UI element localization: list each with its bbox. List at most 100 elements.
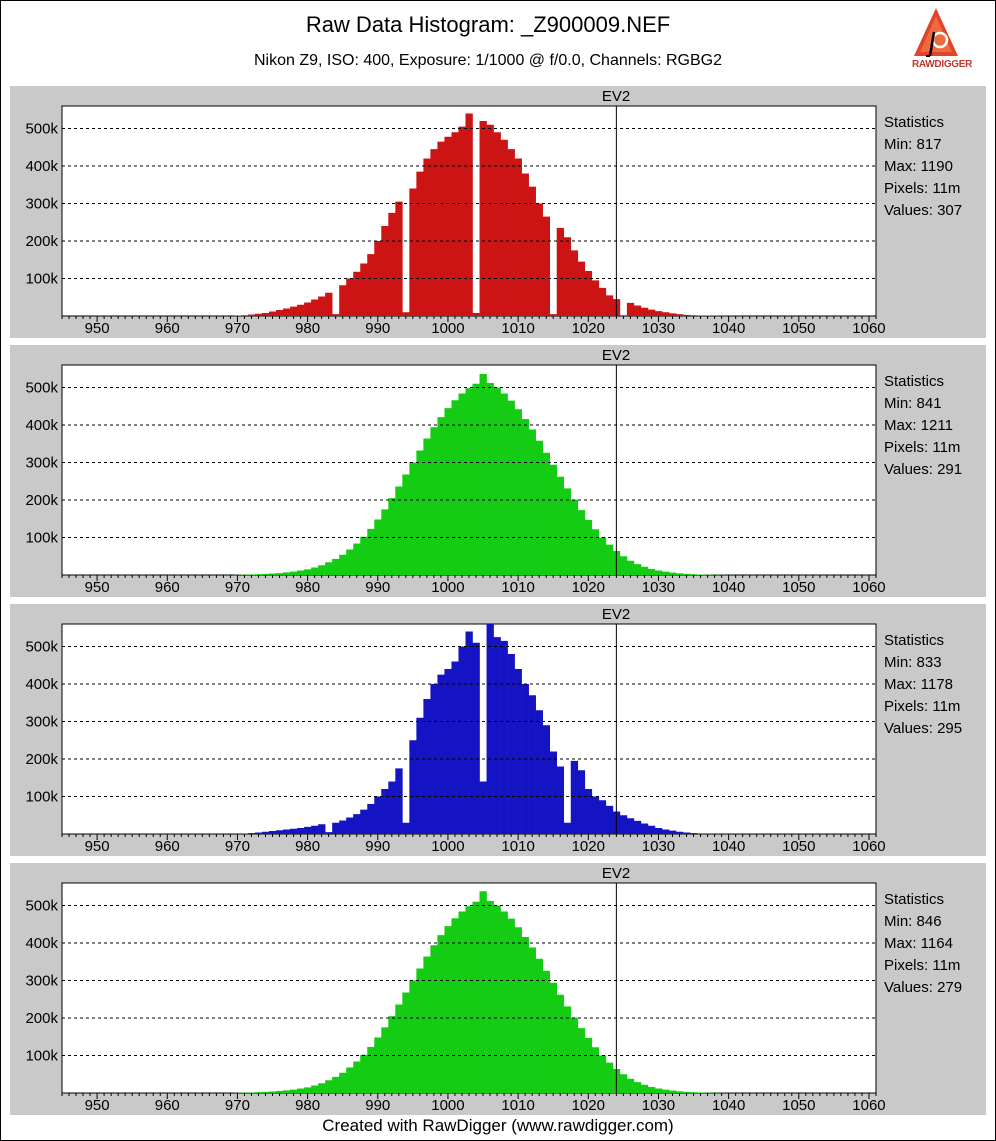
histogram-bar: [591, 1047, 600, 1093]
histogram-bar: [290, 828, 298, 834]
histogram-bar: [640, 1084, 649, 1093]
histogram-bar: [444, 669, 452, 834]
histogram-bar: [633, 820, 642, 834]
histogram-bar: [332, 822, 340, 834]
histogram-bar: [395, 1004, 403, 1093]
histogram-bar: [591, 529, 600, 575]
histogram-bar: [423, 956, 431, 1093]
x-tick-label: 1050: [782, 579, 815, 596]
histogram-bar: [269, 831, 277, 834]
stats-min: Min: 817: [884, 136, 942, 153]
histogram-bar: [311, 299, 319, 316]
histogram-bar: [647, 1087, 656, 1093]
histogram-bar: [556, 227, 565, 316]
histogram-bar: [521, 937, 529, 1093]
histogram-bar: [402, 992, 410, 1093]
histogram-bar: [668, 830, 677, 834]
histogram-bar: [556, 994, 565, 1093]
histogram-bar: [304, 569, 312, 575]
histogram-bar: [339, 554, 347, 575]
panel-ev-label: EV2: [601, 347, 631, 364]
x-tick-label: 1060: [852, 579, 885, 596]
x-tick-label: 950: [85, 1097, 110, 1114]
histogram-bar: [247, 1092, 256, 1093]
histogram-bar: [430, 427, 438, 575]
x-tick-label: 1060: [852, 838, 885, 855]
histogram-bar: [697, 574, 705, 575]
histogram-bar: [423, 699, 431, 834]
histogram-bar: [563, 488, 572, 575]
histogram-bar: [360, 1054, 368, 1093]
stats-values: Values: 291: [884, 461, 963, 478]
x-tick-label: 970: [225, 838, 250, 855]
y-tick-label: 300k: [25, 196, 58, 213]
histogram-bar: [451, 400, 459, 575]
histogram-bar: [346, 1067, 354, 1093]
histogram-bar: [479, 121, 487, 316]
histogram-bar: [437, 141, 445, 316]
stats-max: Max: 1164: [884, 935, 953, 952]
y-tick-label: 400k: [25, 935, 58, 952]
stats-values: Values: 279: [884, 979, 963, 996]
histogram-bar: [297, 570, 305, 575]
stats-label: Statistics: [884, 891, 945, 908]
x-tick-label: 1000: [431, 838, 464, 855]
histogram-bar: [388, 212, 396, 316]
histogram-bar: [647, 309, 656, 316]
histogram-bar: [367, 804, 375, 834]
histogram-bar: [584, 1037, 593, 1093]
histogram-chart-red: 100k 200k 300k 400k 500k 950 960 970 980 990 1000 1…: [25, 105, 886, 337]
histogram-bar: [577, 510, 586, 575]
x-tick-label: 980: [295, 838, 320, 855]
histogram-bar: [367, 254, 375, 316]
histogram-bar: [640, 566, 649, 575]
x-tick-label: 960: [155, 320, 180, 337]
histogram-bar: [254, 832, 263, 834]
histogram-bar: [346, 549, 354, 575]
histogram-bar: [479, 374, 487, 575]
histogram-bar: [598, 800, 607, 834]
histogram-panel-green2: 100k 200k 300k 400k 500k 950 960 970 980 990 1000 1…: [10, 863, 986, 1115]
histogram-bar: [626, 302, 635, 316]
panel-ev-label: EV2: [601, 865, 631, 882]
histogram-bar: [605, 295, 614, 316]
histogram-bar: [423, 158, 431, 316]
histogram-bar: [360, 536, 368, 575]
histogram-bar: [683, 1091, 691, 1093]
histogram-bar: [493, 387, 501, 575]
histogram-bar: [683, 314, 691, 316]
histogram-bar: [479, 891, 487, 1093]
histogram-bar: [325, 1080, 333, 1093]
histogram-bar: [240, 315, 249, 316]
x-tick-label: 970: [225, 579, 250, 596]
histogram-bar: [297, 1088, 305, 1093]
histogram-bar: [465, 388, 473, 575]
y-tick-label: 100k: [25, 530, 58, 547]
histogram-bar: [247, 314, 256, 316]
histogram-bar: [507, 654, 515, 834]
histogram-panel-blue: 100k 200k 300k 400k 500k 950 960 970 980 990 1000 1…: [10, 604, 986, 856]
x-tick-label: 970: [225, 320, 250, 337]
histogram-bar: [261, 313, 270, 316]
histogram-bar: [339, 820, 347, 834]
histogram-bar: [269, 573, 277, 575]
x-tick-label: 1020: [572, 1097, 605, 1114]
histogram-bar: [472, 383, 480, 575]
histogram-bar: [591, 280, 600, 316]
histogram-bar: [269, 1091, 277, 1093]
x-tick-label: 1040: [712, 579, 745, 596]
x-tick-label: 950: [85, 838, 110, 855]
histogram-bar: [283, 829, 291, 834]
x-tick-label: 960: [155, 1097, 180, 1114]
histogram-bar: [311, 825, 319, 834]
y-tick-label: 100k: [25, 1048, 58, 1065]
histogram-bar: [444, 408, 452, 575]
histogram-bar: [276, 1090, 284, 1093]
histogram-bar: [451, 918, 459, 1093]
histogram-bar: [493, 905, 501, 1093]
histogram-bar: [556, 476, 565, 575]
histogram-bar: [409, 462, 417, 575]
histogram-panel-green: 100k 200k 300k 400k 500k 950 960 970 980 990 1000 1…: [10, 345, 986, 597]
x-tick-label: 1040: [712, 1097, 745, 1114]
histogram-bar: [304, 826, 312, 834]
